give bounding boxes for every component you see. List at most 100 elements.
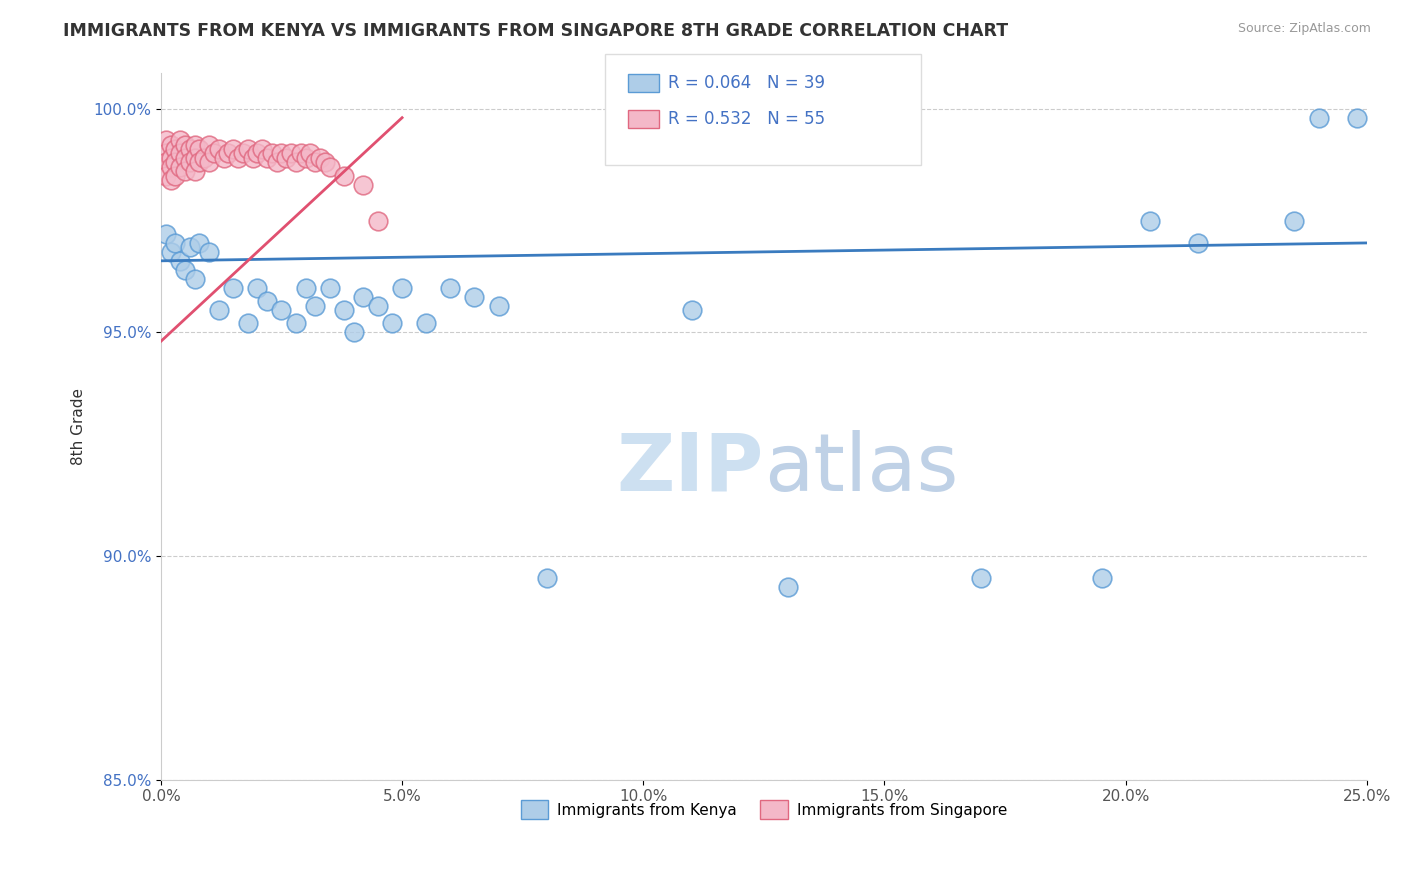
Point (198, 244, 221, 259)
Point (285, 317, 308, 331)
Point (1284, 213, 1306, 227)
Point (236, 317, 259, 331)
Point (202, 146, 225, 161)
Point (179, 142, 201, 156)
Point (208, 142, 231, 156)
Point (304, 299, 326, 313)
Point (1346, 111, 1368, 125)
Point (165, 155, 187, 169)
Text: R = 0.064   N = 39: R = 0.064 N = 39 (668, 74, 825, 92)
Point (159, 160, 181, 174)
Point (439, 280, 461, 294)
Text: ZIP: ZIP (617, 430, 763, 508)
Point (381, 317, 404, 331)
Point (290, 146, 312, 161)
Point (188, 155, 211, 169)
Point (250, 142, 273, 156)
Point (353, 178, 375, 192)
Point (169, 160, 191, 174)
Point (314, 155, 336, 169)
Point (183, 151, 205, 165)
Point (333, 303, 356, 318)
Point (236, 142, 259, 156)
Point (155, 169, 177, 183)
Point (343, 326, 366, 340)
Point (367, 299, 389, 313)
Point (294, 151, 316, 165)
Point (333, 169, 356, 183)
Point (222, 280, 245, 294)
Point (198, 137, 221, 152)
Point (681, 303, 703, 318)
Point (536, 571, 558, 585)
Point (159, 173, 181, 187)
Point (155, 155, 177, 169)
Point (270, 303, 292, 318)
Point (165, 142, 187, 156)
Point (174, 164, 197, 178)
Point (159, 151, 181, 165)
Point (246, 146, 269, 161)
Point (353, 290, 375, 304)
Point (155, 146, 177, 161)
Point (217, 146, 239, 161)
Point (222, 142, 245, 156)
Point (1090, 571, 1112, 585)
Point (276, 151, 298, 165)
Point (776, 580, 799, 594)
Point (165, 235, 187, 250)
Point (193, 151, 215, 165)
Point (183, 164, 205, 178)
Point (391, 280, 413, 294)
Point (463, 290, 485, 304)
Point (256, 294, 278, 309)
Text: IMMIGRANTS FROM KENYA VS IMMIGRANTS FROM SINGAPORE 8TH GRADE CORRELATION CHART: IMMIGRANTS FROM KENYA VS IMMIGRANTS FROM… (63, 22, 1008, 40)
Point (260, 146, 283, 161)
Point (1139, 213, 1161, 227)
Point (208, 303, 231, 318)
Point (188, 142, 211, 156)
Point (242, 151, 264, 165)
Point (159, 137, 181, 152)
Point (970, 571, 993, 585)
Point (232, 146, 254, 161)
Point (488, 299, 510, 313)
Point (280, 146, 302, 161)
Point (165, 169, 187, 183)
Point (285, 155, 308, 169)
Point (1308, 111, 1330, 125)
Point (169, 133, 191, 147)
Point (174, 137, 197, 152)
Text: atlas: atlas (763, 430, 959, 508)
Point (367, 213, 389, 227)
Text: R = 0.532   N = 55: R = 0.532 N = 55 (668, 110, 825, 128)
Point (179, 155, 201, 169)
Point (319, 280, 342, 294)
Point (309, 151, 332, 165)
Point (183, 271, 205, 285)
Point (212, 151, 235, 165)
Y-axis label: 8th Grade: 8th Grade (72, 388, 86, 465)
Point (155, 227, 177, 241)
Text: Source: ZipAtlas.com: Source: ZipAtlas.com (1237, 22, 1371, 36)
Point (226, 151, 249, 165)
Point (319, 160, 342, 174)
Point (169, 253, 191, 268)
Point (174, 151, 197, 165)
Point (155, 133, 177, 147)
Point (183, 137, 205, 152)
Point (294, 280, 316, 294)
Point (159, 244, 181, 259)
Point (246, 280, 269, 294)
Point (174, 262, 197, 277)
Legend: Immigrants from Kenya, Immigrants from Singapore: Immigrants from Kenya, Immigrants from S… (515, 794, 1014, 825)
Point (198, 155, 221, 169)
Point (304, 155, 326, 169)
Point (188, 235, 211, 250)
Point (299, 146, 322, 161)
Point (179, 240, 201, 254)
Point (270, 146, 292, 161)
Point (415, 317, 437, 331)
Point (1187, 235, 1209, 250)
Point (169, 146, 191, 161)
